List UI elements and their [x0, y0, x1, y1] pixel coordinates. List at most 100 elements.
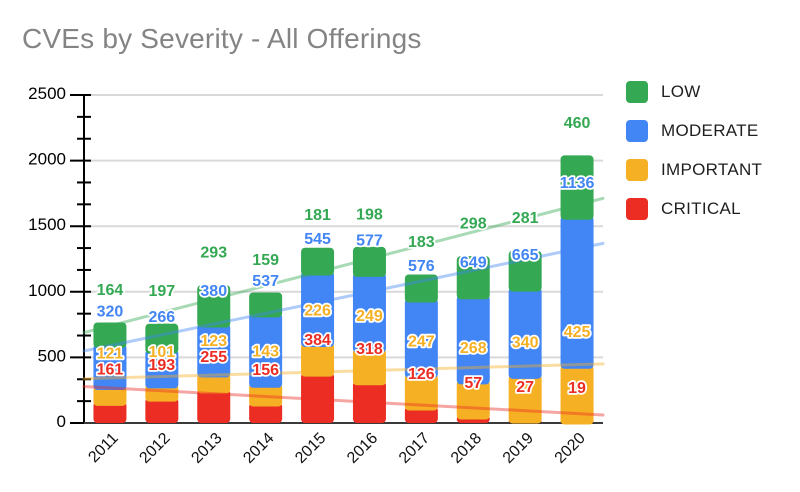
- bar-segment-2019-moderate[interactable]: [508, 287, 542, 379]
- bar-value-label-2016-important: 249: [356, 308, 383, 325]
- legend-item-low[interactable]: LOW: [626, 81, 762, 103]
- bar-segment-2013-important[interactable]: [197, 373, 231, 394]
- bar-segment-2015-low[interactable]: [301, 247, 335, 276]
- bar-segment-2013-critical[interactable]: [197, 389, 231, 423]
- legend-swatch-critical: [626, 198, 648, 220]
- trendline-moderate: [82, 241, 605, 353]
- x-tick-label-2019: 2019: [500, 430, 537, 467]
- bar-value-label-2012-critical: 193: [148, 357, 175, 374]
- bar-value-label-2017-important: 247: [408, 334, 435, 351]
- bar-segment-2016-moderate[interactable]: [352, 272, 386, 353]
- x-tick-label-2016: 2016: [344, 430, 381, 467]
- trendline-critical: [82, 385, 605, 417]
- legend-swatch-low: [626, 81, 648, 103]
- bar-segment-2020-moderate[interactable]: [560, 215, 594, 369]
- legend-item-moderate[interactable]: MODERATE: [626, 120, 762, 142]
- bar-segment-2015-critical[interactable]: [301, 372, 335, 423]
- bar-value-label-2019-important: 340: [512, 334, 539, 351]
- bar-value-label-2013-low: 293: [200, 245, 227, 262]
- bar-value-label-2012-moderate: 266: [148, 309, 175, 326]
- bar-segment-2018-low[interactable]: [456, 256, 490, 300]
- bar-segment-2014-important[interactable]: [249, 383, 283, 407]
- bar-segment-2012-low[interactable]: [145, 323, 179, 354]
- bar-value-label-2014-important: 143: [252, 343, 279, 360]
- bar-segment-2012-moderate[interactable]: [145, 349, 179, 389]
- bar-segment-2013-low[interactable]: [197, 285, 231, 328]
- bar-segment-2011-moderate[interactable]: [93, 344, 127, 391]
- bar-segment-2017-low[interactable]: [404, 274, 438, 303]
- chart-title: CVEs by Severity - All Offerings: [22, 23, 422, 54]
- legend-swatch-moderate: [626, 120, 648, 142]
- bar-value-label-2020-low: 460: [564, 115, 591, 132]
- bar-segment-2011-critical[interactable]: [93, 401, 127, 423]
- bar-segment-2011-important[interactable]: [93, 386, 127, 406]
- y-tick-label-2000: 2000: [28, 150, 66, 169]
- y-tick-label-1500: 1500: [28, 215, 66, 234]
- legend-label-moderate: MODERATE: [661, 121, 759, 140]
- bar-value-label-2011-low: 164: [97, 282, 124, 299]
- trendline-important: [82, 362, 605, 381]
- legend-label-low: LOW: [661, 82, 701, 101]
- bar-value-label-2014-low: 159: [252, 252, 279, 269]
- bar-segment-2020-low[interactable]: [560, 155, 594, 220]
- bar-segment-2015-moderate[interactable]: [301, 271, 335, 347]
- bar-value-label-2018-low: 298: [460, 216, 487, 233]
- x-tick-label-2018: 2018: [448, 430, 485, 467]
- bar-segment-2016-critical[interactable]: [352, 381, 386, 423]
- x-tick-label-2020: 2020: [552, 430, 589, 467]
- bar-value-label-2019-low: 281: [512, 210, 539, 227]
- bar-value-label-2012-important: 101: [148, 344, 175, 361]
- bar-value-label-2011-important: 121: [97, 346, 124, 363]
- bar-segment-2018-important[interactable]: [456, 380, 490, 420]
- bar-segment-2012-important[interactable]: [145, 384, 179, 402]
- y-tick-label-500: 500: [38, 346, 66, 365]
- bar-value-label-2014-moderate: 537: [252, 273, 279, 290]
- bar-value-label-2016-critical: 318: [356, 341, 383, 358]
- x-tick-label-2012: 2012: [136, 430, 173, 467]
- bar-value-label-2015-important: 226: [304, 302, 331, 319]
- y-tick-label-2500: 2500: [28, 84, 66, 103]
- x-tick-label-2017: 2017: [396, 430, 433, 467]
- bar-value-label-2020-important: 425: [564, 324, 591, 341]
- bar-segment-2015-important[interactable]: [301, 342, 335, 377]
- bar-value-label-2011-moderate: 320: [97, 304, 124, 321]
- legend-item-important[interactable]: IMPORTANT: [626, 159, 762, 181]
- bar-value-label-2016-low: 198: [356, 206, 383, 223]
- y-tick-label-0: 0: [57, 412, 66, 431]
- bar-segment-2013-moderate[interactable]: [197, 323, 231, 378]
- x-tick-label-2015: 2015: [292, 430, 329, 467]
- bar-segment-2017-moderate[interactable]: [404, 298, 438, 379]
- bar-value-label-2017-critical: 126: [408, 366, 435, 383]
- bar-segment-2020-important[interactable]: [560, 364, 594, 425]
- bar-segment-2016-low[interactable]: [352, 246, 386, 277]
- bar-segment-2019-important[interactable]: [508, 374, 542, 424]
- bar-segment-2017-critical[interactable]: [404, 406, 438, 423]
- bar-segment-2016-important[interactable]: [352, 348, 386, 386]
- bar-segment-2019-low[interactable]: [508, 250, 542, 292]
- x-tick-label-2011: 2011: [85, 430, 121, 466]
- bar-value-label-2011-critical: 161: [97, 361, 124, 378]
- bar-segment-2017-important[interactable]: [404, 374, 438, 411]
- bar-segment-2014-moderate[interactable]: [249, 313, 283, 388]
- bar-value-label-2013-moderate: 380: [200, 283, 227, 300]
- bar-value-label-2020-critical: 19: [568, 380, 586, 397]
- bar-value-label-2019-critical: 27: [516, 379, 534, 396]
- bar-segment-2014-critical[interactable]: [249, 402, 283, 423]
- bar-value-label-2018-moderate: 649: [460, 255, 487, 272]
- bar-segment-2011-low[interactable]: [93, 322, 127, 349]
- bar-value-label-2014-critical: 156: [252, 362, 279, 379]
- bar-value-label-2012-low: 197: [148, 283, 175, 300]
- bar-value-label-2020-moderate: 1136: [560, 175, 595, 192]
- trendline-low: [82, 196, 605, 335]
- bar-value-label-2013-critical: 255: [200, 349, 227, 366]
- bar-value-label-2017-moderate: 576: [408, 258, 435, 275]
- chart-legend: LOW MODERATE IMPORTANT CRITICAL: [626, 81, 762, 220]
- bar-value-label-2015-critical: 384: [304, 332, 331, 349]
- legend-item-critical[interactable]: CRITICAL: [626, 198, 762, 220]
- bar-value-label-2018-critical: 57: [464, 375, 482, 392]
- bar-value-label-2019-moderate: 665: [512, 247, 539, 264]
- legend-label-important: IMPORTANT: [661, 160, 763, 179]
- bar-segment-2018-moderate[interactable]: [456, 295, 490, 385]
- bar-segment-2014-low[interactable]: [249, 292, 283, 318]
- bar-segment-2012-critical[interactable]: [145, 397, 179, 423]
